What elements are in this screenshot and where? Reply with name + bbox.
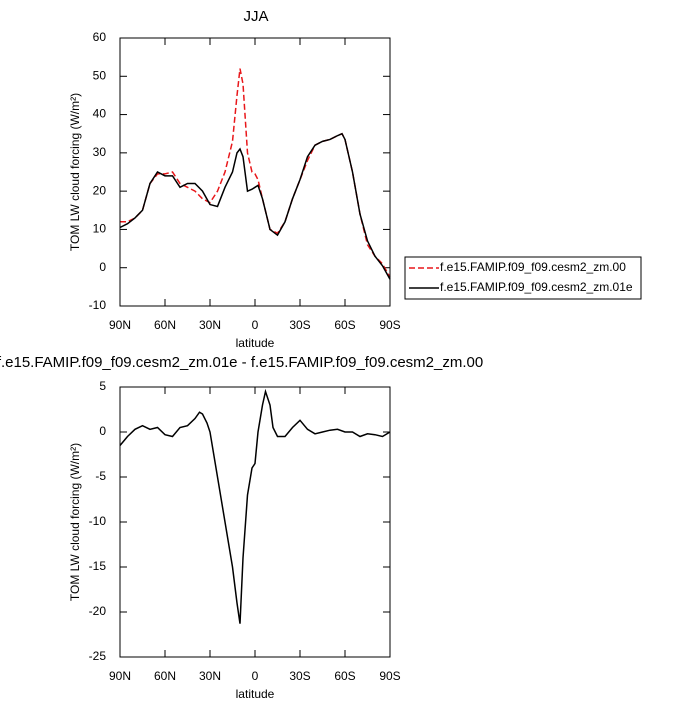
y-tick-label: 0 <box>99 260 106 274</box>
legend-box <box>404 256 642 300</box>
x-tick-label: 90S <box>379 669 400 683</box>
data-line <box>119 388 391 624</box>
x-tick-label: 30S <box>289 669 310 683</box>
y-tick-label: -5 <box>95 469 106 483</box>
plot-frame <box>119 37 391 307</box>
plot-frame <box>119 386 391 658</box>
y-tick-label: 10 <box>93 222 107 236</box>
x-tick-label: 90N <box>109 669 131 683</box>
y-axis-label: TOM LW cloud forcing (W/m²) <box>68 93 82 251</box>
y-tick-label: 20 <box>93 183 107 197</box>
data-line <box>119 132 391 280</box>
y-tick-label: -10 <box>89 514 107 528</box>
x-tick-label: 30N <box>199 669 221 683</box>
x-tick-label: 60N <box>154 318 176 332</box>
y-tick-label: 40 <box>93 107 107 121</box>
y-tick-label: -20 <box>89 604 107 618</box>
chart-title: JJA <box>243 8 268 25</box>
x-tick-label: 60N <box>154 669 176 683</box>
y-tick-label: -15 <box>89 559 107 573</box>
x-axis-label: latitude <box>236 687 275 701</box>
x-tick-label: 60S <box>334 669 355 683</box>
x-tick-label: 30N <box>199 318 221 332</box>
x-axis-label: latitude <box>236 336 275 350</box>
legend-label: f.e15.FAMIP.f09_f09.cesm2_zm.01e <box>440 280 633 294</box>
x-tick-label: 60S <box>334 318 355 332</box>
y-tick-label: 0 <box>99 424 106 438</box>
y-tick-label: 60 <box>93 30 107 44</box>
x-tick-label: 0 <box>252 318 259 332</box>
x-tick-label: 90S <box>379 318 400 332</box>
x-tick-label: 30S <box>289 318 310 332</box>
y-tick-label: 5 <box>99 379 106 393</box>
y-tick-label: -10 <box>89 298 107 312</box>
x-tick-label: 90N <box>109 318 131 332</box>
y-axis-label: TOM LW cloud forcing (W/m²) <box>68 443 82 601</box>
y-tick-label: 30 <box>93 145 107 159</box>
chart-title: f.e15.FAMIP.f09_f09.cesm2_zm.01e - f.e15… <box>0 354 483 371</box>
legend-label: f.e15.FAMIP.f09_f09.cesm2_zm.00 <box>440 260 626 274</box>
y-tick-label: 50 <box>93 68 107 82</box>
y-tick-label: -25 <box>89 649 107 663</box>
x-tick-label: 0 <box>252 669 259 683</box>
